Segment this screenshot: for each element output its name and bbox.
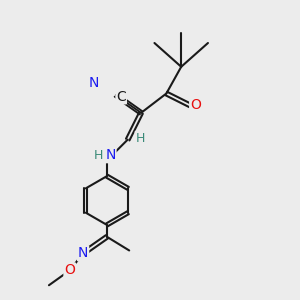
Text: H: H [136, 132, 145, 145]
Text: O: O [64, 263, 75, 278]
Text: N: N [88, 76, 99, 90]
Text: C: C [116, 89, 126, 103]
Text: N: N [78, 246, 88, 260]
Text: N: N [105, 148, 116, 162]
Text: O: O [190, 98, 201, 112]
Text: H: H [94, 149, 103, 162]
